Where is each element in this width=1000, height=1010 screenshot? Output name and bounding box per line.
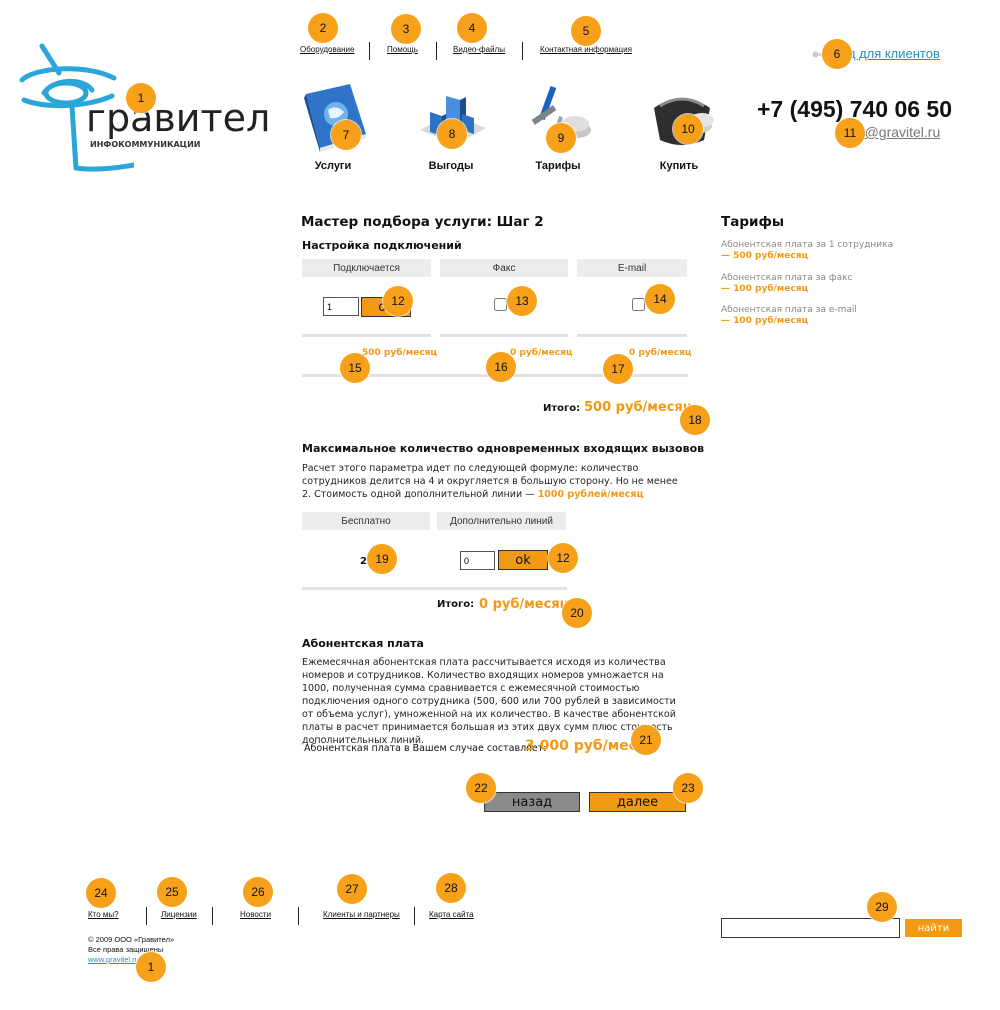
buy-label: Купить bbox=[634, 160, 724, 172]
annotation-marker: 28 bbox=[436, 873, 466, 903]
sidebar-item-label: Абонентская плата за факс bbox=[721, 273, 911, 284]
subscription-result-label: Абонентская плата в Вашем случае составл… bbox=[304, 743, 546, 754]
nav-contacts-link[interactable]: Контактная информация bbox=[540, 45, 632, 54]
sidebar-item-price: — 500 руб/месяц bbox=[721, 251, 911, 262]
benefits-label: Выгоды bbox=[406, 160, 496, 172]
search-button[interactable]: найти bbox=[905, 919, 962, 937]
email-price: 0 руб/месяц bbox=[629, 348, 692, 358]
sidebar-item-price: — 100 руб/месяц bbox=[721, 316, 911, 327]
annotation-marker: 2 bbox=[308, 13, 338, 43]
annotation-marker: 9 bbox=[546, 123, 576, 153]
logo-brand-name: гравител bbox=[86, 96, 270, 140]
max-calls-header-extra: Дополнительно линий bbox=[437, 512, 566, 530]
subscription-title: Абонентская плата bbox=[302, 637, 424, 650]
footer-link-news[interactable]: Новости bbox=[240, 910, 271, 919]
extra-lines-ok-button[interactable]: ok bbox=[498, 550, 548, 570]
annotation-marker: 26 bbox=[243, 877, 273, 907]
annotation-marker: 7 bbox=[331, 120, 361, 150]
annotation-marker: 3 bbox=[391, 14, 421, 44]
max-calls-description: Расчет этого параметра идет по следующей… bbox=[302, 462, 687, 501]
annotation-marker: 5 bbox=[571, 16, 601, 46]
extra-lines-input[interactable] bbox=[460, 551, 495, 570]
annotation-marker: 18 bbox=[680, 405, 710, 435]
footer-site-link[interactable]: www.gravitel.ru bbox=[88, 955, 139, 964]
annotation-marker: 27 bbox=[337, 874, 367, 904]
nav-divider bbox=[436, 42, 437, 60]
annotation-marker: 29 bbox=[867, 892, 897, 922]
annotation-marker: 6 bbox=[822, 39, 852, 69]
fax-checkbox[interactable] bbox=[494, 298, 507, 311]
search-input[interactable] bbox=[721, 918, 900, 938]
annotation-marker: 24 bbox=[86, 878, 116, 908]
max-calls-total-value: 0 руб/месяц bbox=[479, 597, 569, 612]
connections-header-email: E-mail bbox=[577, 259, 687, 277]
sidebar-item: Абонентская плата за 1 сотрудника — 500 … bbox=[721, 240, 911, 262]
free-lines-value: 2 bbox=[360, 556, 367, 567]
connections-header-fax: Факс bbox=[440, 259, 568, 277]
line-price: 1000 рублей/месяц bbox=[538, 489, 644, 500]
annotation-marker: 23 bbox=[673, 773, 703, 803]
annotation-marker: 11 bbox=[835, 118, 865, 148]
footer-divider bbox=[414, 907, 415, 925]
footer-link-sitemap[interactable]: Карта сайта bbox=[429, 910, 474, 919]
connections-divider bbox=[440, 334, 568, 337]
fax-price: 0 руб/месяц bbox=[510, 348, 573, 358]
annotation-marker: 21 bbox=[631, 725, 661, 755]
footer-divider bbox=[146, 907, 147, 925]
footer-divider bbox=[298, 907, 299, 925]
annotation-marker: 25 bbox=[157, 877, 187, 907]
annotation-marker: 4 bbox=[457, 13, 487, 43]
annotation-marker: 12 bbox=[383, 286, 413, 316]
connections-title: Настройка подключений bbox=[302, 239, 462, 252]
sidebar-item-label: Абонентская плата за e-mail bbox=[721, 305, 911, 316]
annotation-marker: 22 bbox=[466, 773, 496, 803]
sidebar-item-label: Абонентская плата за 1 сотрудника bbox=[721, 240, 911, 251]
copyright: © 2009 ООО «Гравител» bbox=[88, 935, 174, 944]
sidebar-item: Абонентская плата за e-mail — 100 руб/ме… bbox=[721, 305, 911, 327]
annotation-marker: 8 bbox=[437, 119, 467, 149]
sidebar-item-price: — 100 руб/месяц bbox=[721, 284, 911, 295]
services-label: Услуги bbox=[288, 160, 378, 172]
employees-price: 500 руб/месяц bbox=[362, 348, 437, 358]
annotation-marker: 16 bbox=[486, 352, 516, 382]
annotation-marker: 10 bbox=[673, 114, 703, 144]
footer-link-licenses[interactable]: Лицензии bbox=[161, 910, 197, 919]
max-calls-total-label: Итого: bbox=[437, 599, 474, 610]
email-checkbox[interactable] bbox=[632, 298, 645, 311]
employees-count-input[interactable] bbox=[323, 297, 359, 316]
annotation-marker: 1 bbox=[126, 83, 156, 113]
max-calls-bottom-line bbox=[302, 587, 567, 590]
connections-header-employees: Подключается bbox=[302, 259, 431, 277]
annotation-marker: 19 bbox=[367, 544, 397, 574]
connections-total-label: Итого: bbox=[543, 403, 580, 414]
sidebar-title: Тарифы bbox=[721, 214, 784, 230]
footer-link-clients[interactable]: Клиенты и партнеры bbox=[323, 910, 400, 919]
annotation-marker: 15 bbox=[340, 353, 370, 383]
annotation-marker: 13 bbox=[507, 286, 537, 316]
subscription-description: Ежемесячная абонентская плата рассчитыва… bbox=[302, 656, 687, 747]
max-calls-header-free: Бесплатно bbox=[302, 512, 430, 530]
annotation-marker: 12 bbox=[548, 543, 578, 573]
annotation-marker: 20 bbox=[562, 598, 592, 628]
page-title: Мастер подбора услуги: Шаг 2 bbox=[301, 214, 544, 230]
logo-tagline: ИНФОКОММУНИКАЦИИ bbox=[90, 140, 201, 149]
annotation-marker: 1 bbox=[136, 952, 166, 982]
connections-divider bbox=[302, 334, 431, 337]
tariffs-label: Тарифы bbox=[513, 160, 603, 172]
nav-video-link[interactable]: Видео-файлы bbox=[453, 45, 505, 54]
annotation-marker: 17 bbox=[603, 354, 633, 384]
nav-equipment-link[interactable]: Оборудование bbox=[300, 45, 354, 54]
sidebar-item: Абонентская плата за факс — 100 руб/меся… bbox=[721, 273, 911, 295]
max-calls-title: Максимальное количество одновременных вх… bbox=[302, 442, 704, 455]
next-button[interactable]: далее bbox=[589, 792, 686, 812]
back-button[interactable]: назад bbox=[484, 792, 580, 812]
nav-help-link[interactable]: Помощь bbox=[387, 45, 418, 54]
footer-link-about[interactable]: Кто мы? bbox=[88, 910, 119, 919]
nav-divider bbox=[522, 42, 523, 60]
connections-total-value: 500 руб/месяц bbox=[584, 400, 692, 415]
annotation-marker: 14 bbox=[645, 284, 675, 314]
connections-divider bbox=[577, 334, 687, 337]
footer-divider bbox=[212, 907, 213, 925]
nav-divider bbox=[369, 42, 370, 60]
